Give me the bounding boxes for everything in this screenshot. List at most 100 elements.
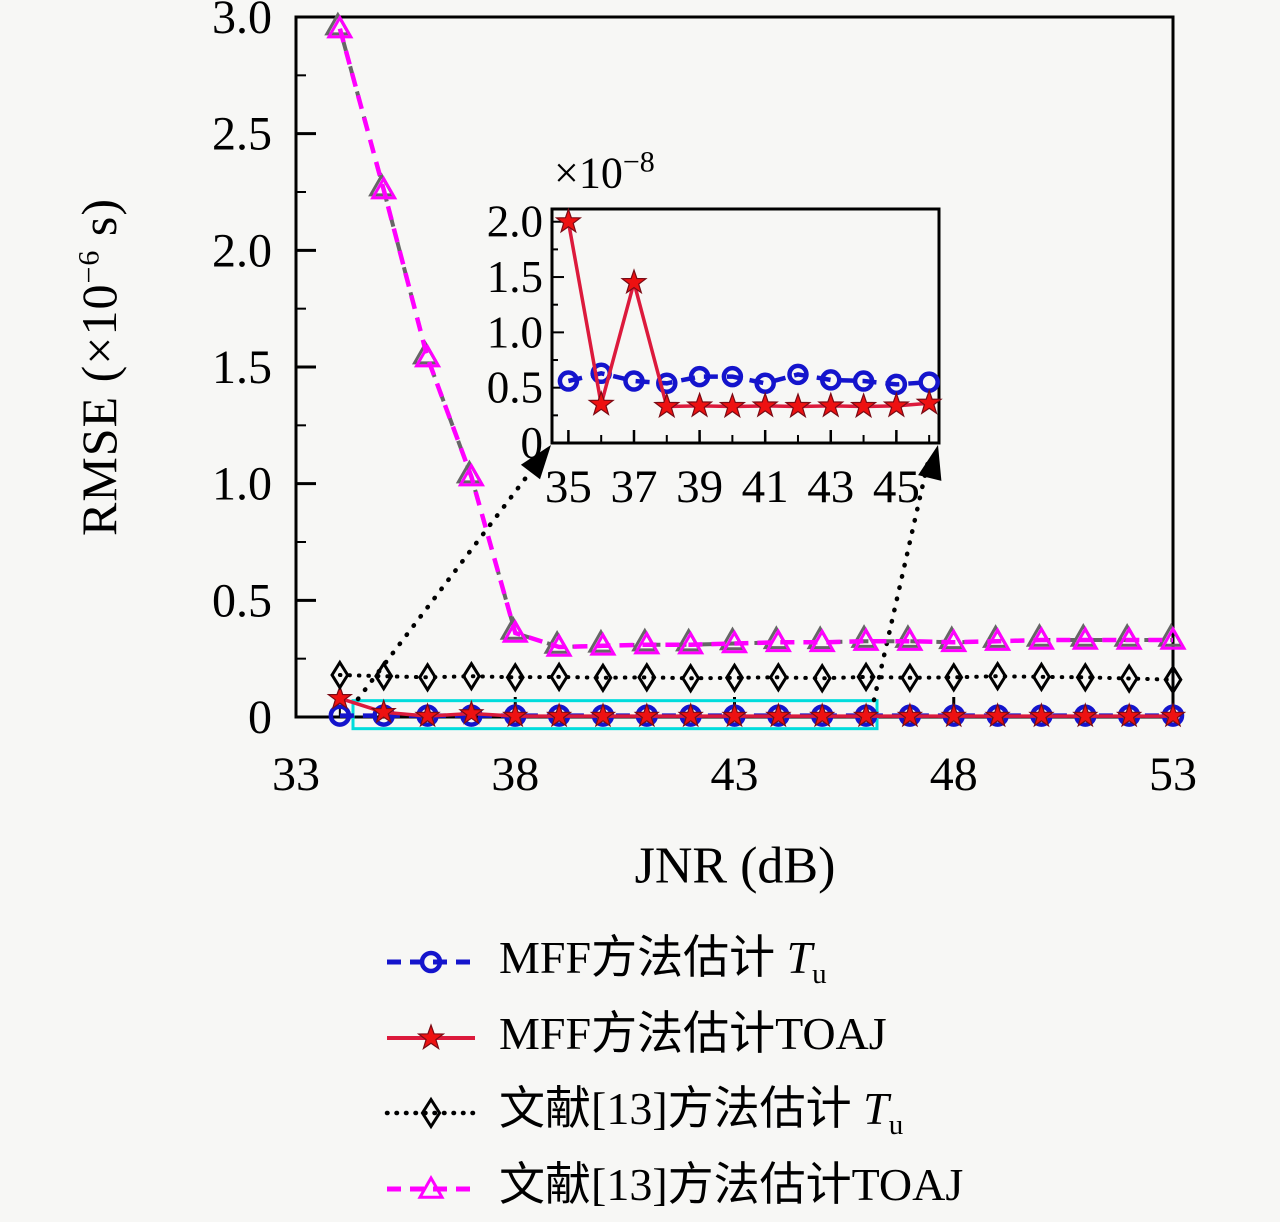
marker-star [416,1023,446,1050]
marker-star [589,702,617,728]
y-tick-label: 1.0 [212,458,272,511]
series-line-circle [567,370,930,387]
marker-diamond [944,661,964,693]
marker-circle [557,370,580,392]
marker-star [1159,702,1187,728]
marker-diamond [724,662,745,694]
marker-star [852,702,880,728]
zoom-arrowhead [520,445,551,480]
x-tick-label: 53 [1149,748,1197,801]
marker-diamond [593,662,613,694]
marker-star [653,392,681,419]
y-axis-label: RMSE (×10−6 s) [71,197,127,537]
marker-circle [328,704,352,727]
inset-x-tick-label: 35 [545,461,592,513]
marker-star [1028,702,1055,728]
marker-star [414,702,441,728]
marker-star [545,702,573,728]
marker-diamond [549,661,569,693]
marker-triangle-shadow [894,624,922,648]
marker-triangle [633,630,661,655]
marker-triangle-shadow [1069,622,1097,647]
legend-item: 文献[13]方法估计TOAJ [383,1158,963,1220]
marker-diamond [900,662,920,694]
marker-diamond [856,661,876,693]
inset-x-tick-label: 37 [610,461,657,513]
marker-star [587,389,615,416]
y-tick-label: 0.5 [212,574,272,627]
x-tick-label: 43 [711,748,759,801]
marker-star [685,391,714,418]
inset-x-tick-label: 43 [807,461,854,513]
marker-triangle [808,628,836,653]
marker-triangle [720,629,749,654]
marker-circle [419,950,443,974]
inset-y-tick-label: 2.0 [487,197,543,247]
y-tick-label: 1.5 [212,341,272,394]
inset-y-tick-label: 1.0 [487,307,543,357]
y-tick-label: 0 [248,691,272,744]
marker-star [751,391,779,418]
legend-item: MFF方法估计TOAJ [383,1007,887,1069]
marker-triangle [764,628,792,653]
marker-triangle [370,175,398,200]
marker-star [677,702,704,728]
zoom-connector-line [355,464,537,702]
marker-triangle [326,14,354,39]
inset-y-tick-label: 0.5 [487,363,543,413]
marker-circle [688,365,711,388]
marker-star [1072,702,1099,728]
marker-triangle [940,628,968,653]
marker-triangle-shadow [1025,622,1054,647]
marker-star [554,207,583,234]
marker-circle [787,363,809,386]
marker-diamond [1163,664,1183,696]
marker-triangle-shadow [1113,622,1141,647]
marker-triangle [1071,625,1099,650]
marker-star [984,702,1011,728]
y-tick-label: 2.5 [212,108,272,161]
marker-star [718,392,747,419]
inset-x-tick-label: 45 [873,461,920,513]
x-tick-label: 48 [930,748,978,801]
marker-circle [820,369,842,391]
marker-star [458,699,485,725]
marker-triangle [677,630,705,655]
legend-marker-star [387,1023,475,1050]
marker-diamond [1075,661,1095,693]
marker-triangle-shadow [806,625,834,650]
marker-circle [656,372,678,395]
inset-y-tick-label: 1.5 [487,252,543,302]
x-tick-label: 33 [272,748,320,801]
marker-star [817,391,845,418]
marker-diamond [812,662,832,694]
marker-triangle-shadow [675,627,703,652]
marker-star [784,392,812,419]
marker-diamond [330,659,350,691]
marker-diamond [637,661,657,693]
marker-triangle [417,1174,445,1199]
marker-star [809,702,836,728]
legend-item: MFF方法估计 Tu [383,931,827,993]
inset-x-tick-label: 39 [676,461,723,513]
marker-star [1115,702,1143,728]
legend-label: MFF方法估计TOAJ [499,1007,887,1059]
marker-star [370,698,397,724]
marker-diamond [1031,661,1052,693]
legend-item: 文献[13]方法估计 Tu [383,1082,903,1144]
marker-diamond [417,661,438,693]
marker-diamond [988,660,1008,692]
marker-triangle [1159,625,1187,650]
marker-diamond [1119,663,1139,694]
marker-triangle-shadow [1157,622,1185,647]
marker-triangle-shadow [938,625,966,650]
marker-triangle [545,632,573,657]
marker-star [326,684,354,710]
inset-scale-label: ×10−8 [554,145,655,198]
legend-label: 文献[13]方法估计 Tu [499,1082,904,1142]
marker-triangle [589,631,617,656]
marker-star [882,391,911,418]
marker-star [620,268,648,295]
marker-triangle-shadow [587,628,615,653]
marker-star [849,392,878,419]
